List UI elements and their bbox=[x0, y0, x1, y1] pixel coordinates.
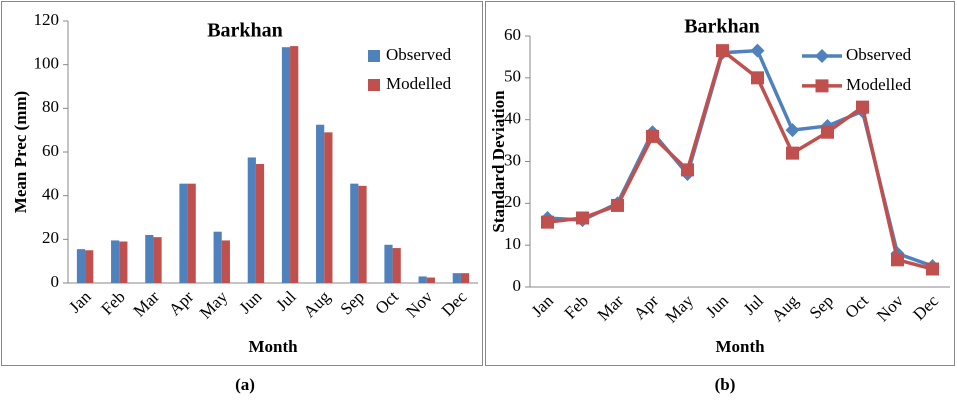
bar bbox=[145, 234, 154, 283]
legend-swatch bbox=[368, 50, 380, 62]
bar bbox=[418, 276, 427, 283]
x-tick-label: Mar bbox=[594, 291, 628, 325]
x-tick-label: Feb bbox=[561, 291, 592, 322]
x-tick-label: Jun bbox=[235, 287, 265, 317]
bar bbox=[221, 240, 230, 283]
marker bbox=[576, 211, 589, 225]
x-tick-label: Mar bbox=[130, 287, 164, 321]
marker bbox=[821, 125, 834, 139]
bar bbox=[179, 183, 188, 283]
chart-title: Barkhan bbox=[207, 20, 283, 42]
x-tick-label: Oct bbox=[371, 287, 402, 318]
y-tick-label: 60 bbox=[504, 25, 521, 44]
x-tick-label: Jan bbox=[65, 287, 95, 317]
y-tick-label: 40 bbox=[504, 109, 521, 128]
legend-label: Observed bbox=[846, 45, 912, 64]
x-tick-label: Apr bbox=[630, 291, 662, 323]
bar bbox=[426, 277, 435, 283]
legend-label: Observed bbox=[386, 45, 452, 64]
marker bbox=[611, 198, 624, 212]
bar bbox=[316, 124, 325, 283]
bar bbox=[85, 250, 94, 283]
x-tick-label: Jan bbox=[528, 291, 558, 321]
y-tick-label: 20 bbox=[504, 192, 521, 211]
y-tick-label: 100 bbox=[34, 54, 60, 73]
bar bbox=[460, 273, 470, 283]
bar bbox=[281, 47, 291, 284]
bar bbox=[213, 231, 222, 283]
bar bbox=[350, 183, 359, 283]
y-tick-label: 40 bbox=[42, 185, 59, 204]
marker bbox=[750, 43, 765, 58]
x-tick-label: Dec bbox=[438, 287, 471, 320]
x-tick-label: May bbox=[196, 287, 232, 323]
x-tick-label: Nov bbox=[873, 291, 907, 325]
marker bbox=[785, 123, 800, 138]
panel-border bbox=[485, 1, 955, 366]
bar bbox=[452, 273, 461, 283]
marker bbox=[681, 163, 694, 177]
y-tick-label: 0 bbox=[513, 276, 522, 295]
y-tick-label: 0 bbox=[51, 272, 60, 291]
bar bbox=[255, 164, 265, 283]
x-tick-label: Jul bbox=[740, 291, 768, 319]
y-tick-label: 60 bbox=[42, 141, 59, 160]
x-tick-label: Nov bbox=[402, 287, 436, 321]
bar bbox=[247, 157, 256, 283]
y-tick-label: 10 bbox=[504, 234, 521, 253]
x-tick-label: Aug bbox=[300, 287, 334, 321]
y-tick-label: 20 bbox=[42, 228, 59, 247]
legend-label: Modelled bbox=[846, 75, 912, 94]
y-tick-label: 80 bbox=[42, 97, 59, 116]
marker bbox=[541, 215, 554, 229]
panel-border bbox=[1, 1, 483, 366]
marker bbox=[786, 146, 799, 160]
bar bbox=[290, 46, 299, 283]
bar bbox=[384, 244, 393, 283]
bar bbox=[358, 185, 367, 283]
marker bbox=[646, 129, 659, 143]
x-tick-label: Apr bbox=[165, 287, 197, 319]
x-tick-label: Feb bbox=[97, 287, 128, 318]
marker bbox=[815, 79, 829, 93]
marker bbox=[926, 262, 939, 276]
y-tick-label: 50 bbox=[504, 67, 521, 86]
marker bbox=[891, 253, 904, 267]
caption: (a) bbox=[235, 375, 255, 394]
marker bbox=[815, 49, 829, 63]
bar bbox=[324, 132, 333, 283]
bar bbox=[153, 237, 162, 283]
bar bbox=[111, 240, 120, 283]
x-tick-label: Sep bbox=[806, 291, 837, 322]
y-axis-label: Mean Prec (mm) bbox=[11, 91, 30, 213]
y-axis-label: Standard Deviation bbox=[489, 90, 508, 233]
legend-swatch bbox=[368, 79, 380, 91]
bar bbox=[392, 248, 401, 283]
series bbox=[541, 44, 939, 276]
caption: (b) bbox=[715, 375, 736, 394]
x-tick-label: May bbox=[662, 291, 698, 327]
bar bbox=[187, 183, 196, 283]
x-tick-label: Aug bbox=[768, 291, 802, 325]
x-axis-label: Month bbox=[715, 337, 765, 356]
marker bbox=[751, 71, 764, 85]
x-tick-label: Dec bbox=[909, 291, 942, 324]
x-tick-label: Jul bbox=[272, 287, 300, 315]
marker bbox=[856, 100, 869, 114]
x-tick-label: Oct bbox=[841, 291, 872, 322]
x-tick-label: Sep bbox=[337, 287, 368, 318]
x-tick-label: Jun bbox=[702, 291, 732, 321]
marker bbox=[716, 44, 729, 58]
x-axis-label: Month bbox=[248, 337, 298, 356]
bar bbox=[119, 241, 128, 283]
y-tick-label: 30 bbox=[504, 150, 521, 169]
y-tick-label: 120 bbox=[34, 10, 60, 29]
legend-label: Modelled bbox=[386, 74, 452, 93]
chart-title: Barkhan bbox=[684, 16, 760, 38]
bar bbox=[76, 249, 86, 283]
